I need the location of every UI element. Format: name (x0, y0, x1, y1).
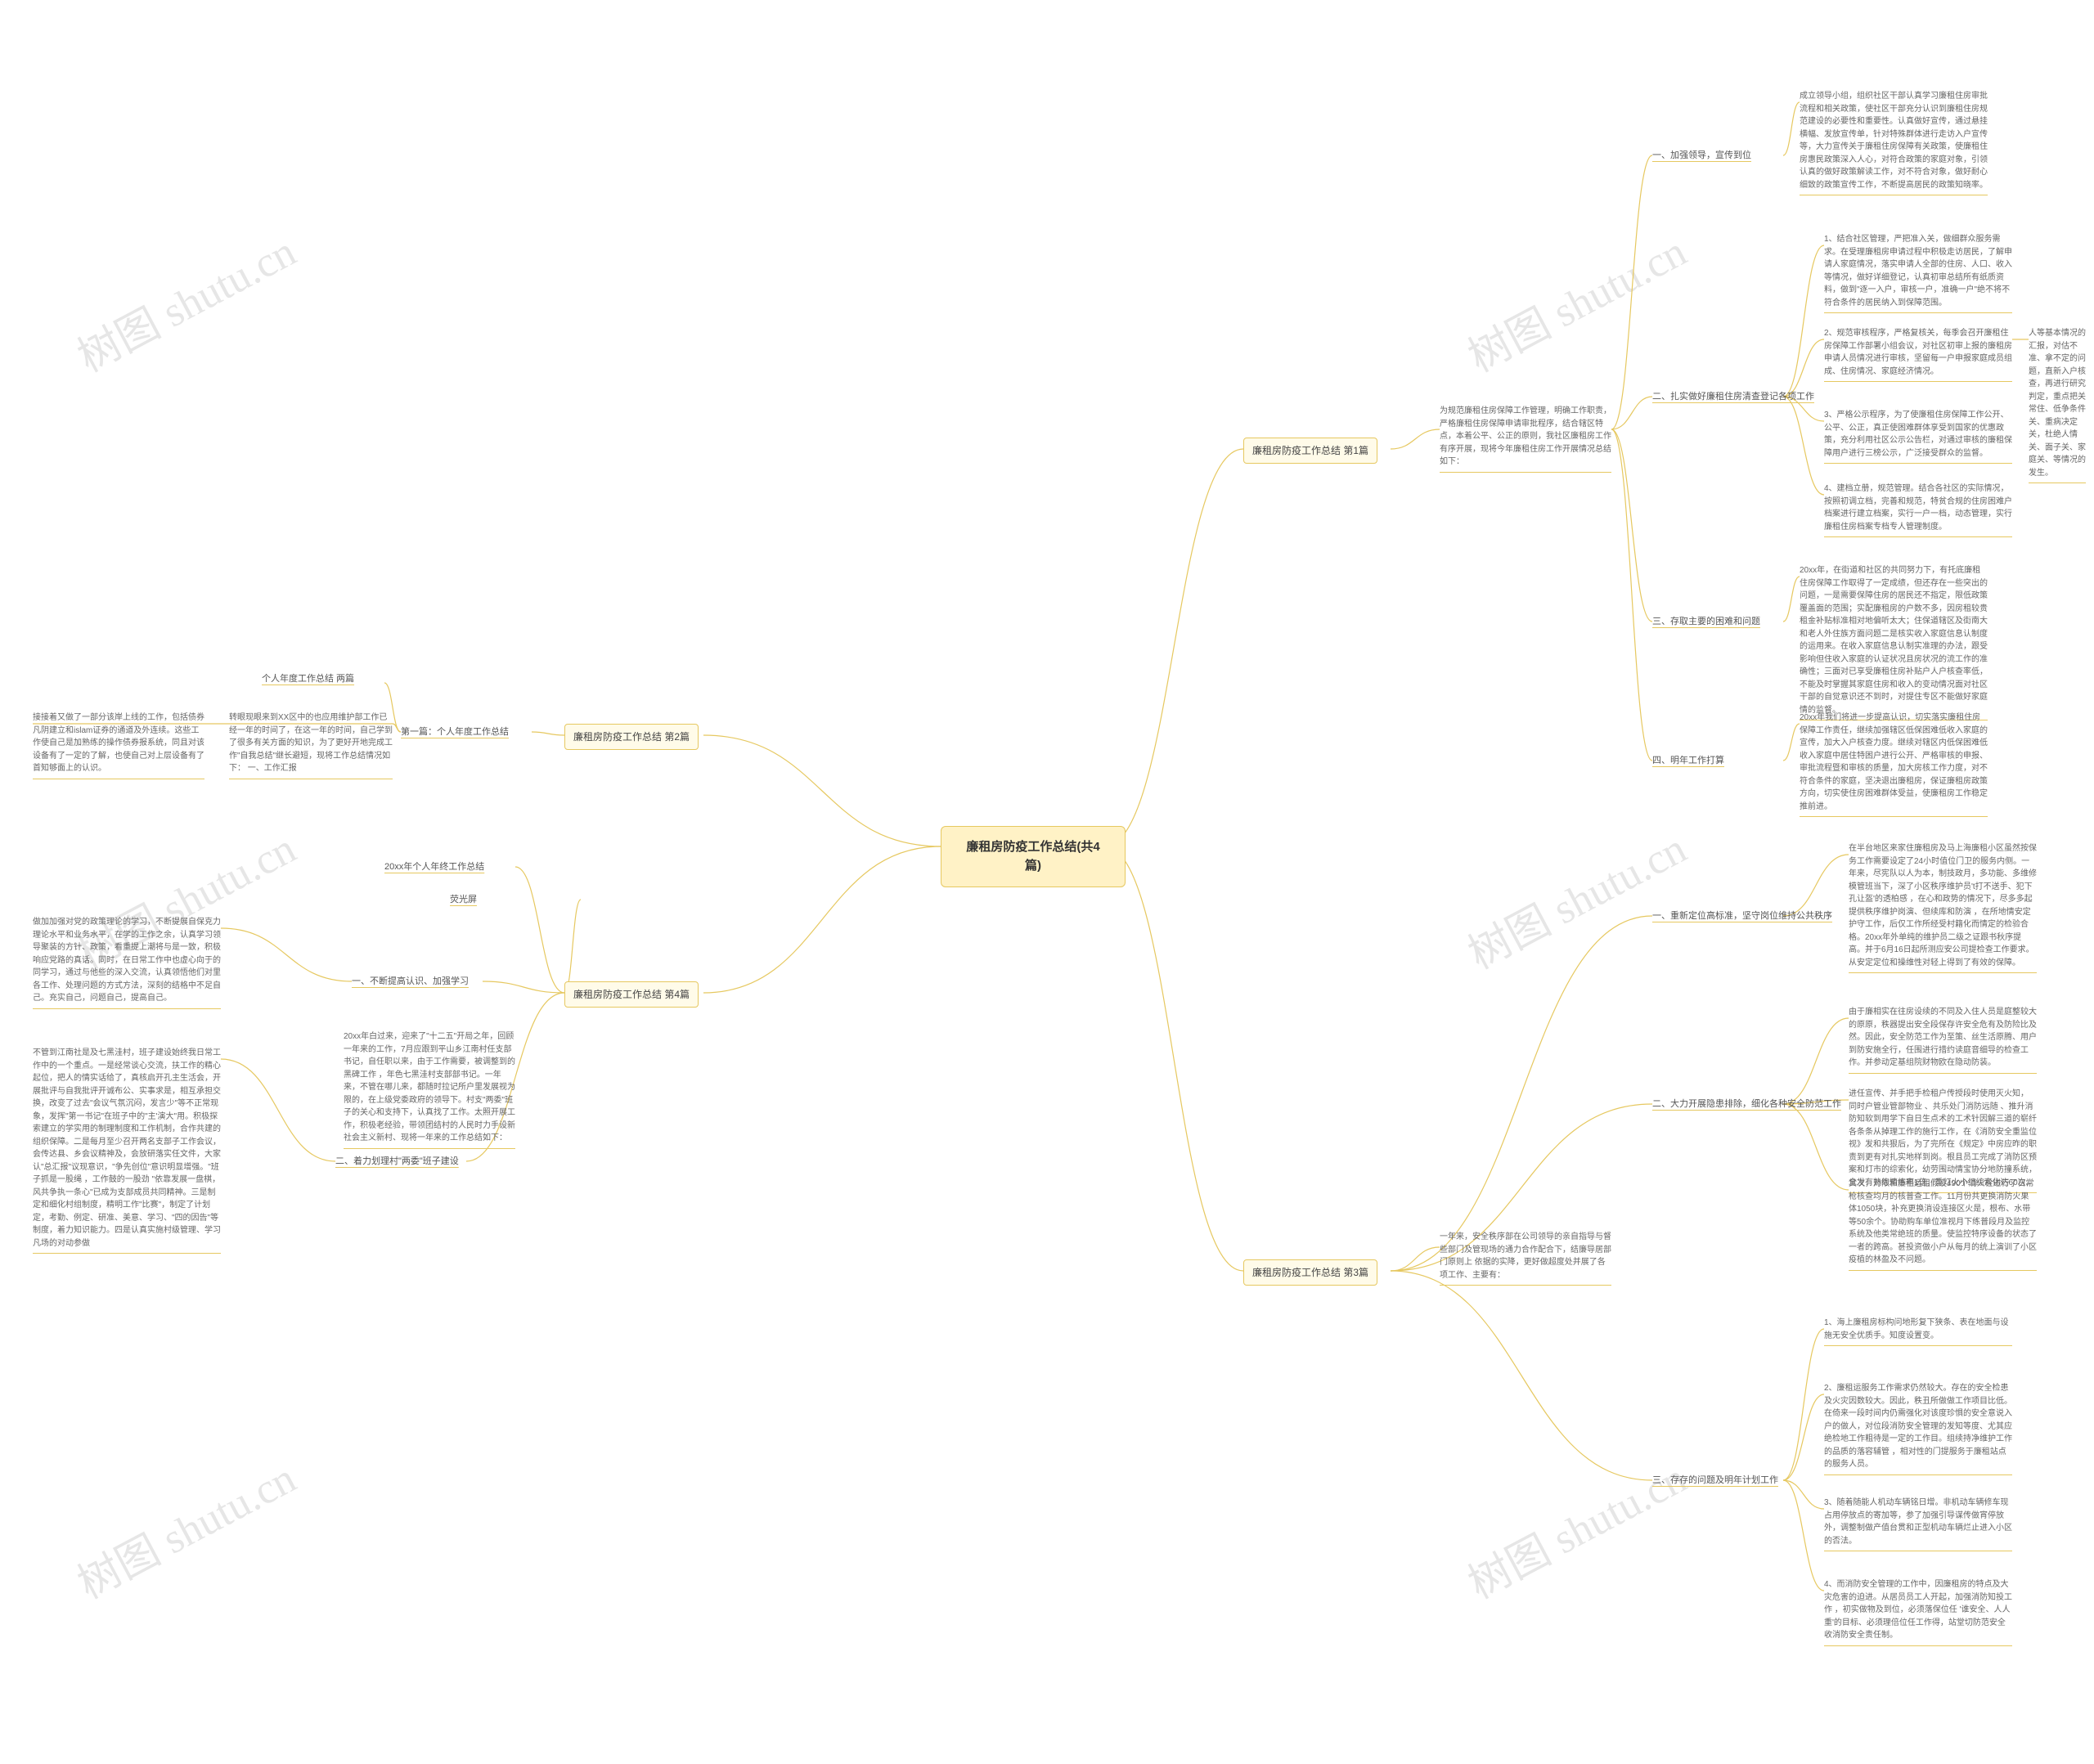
branch-b3: 廉租房防疫工作总结 第3篇 (1243, 1259, 1377, 1286)
branch-b2: 廉租房防疫工作总结 第2篇 (564, 724, 699, 750)
leaf-b3-2-2: 3、随着随能人机动车辆铭日增。非机动车辆修车现占用停放点的寄加等，参了加强引导谋… (1824, 1497, 2012, 1551)
leaf-extra-b1-1-1: 人等基本情况的汇报，对估不准、拿不定的问题，直新入户核查，再进行研究判定，重点把… (2029, 327, 2086, 483)
sub-b4-1: 荧光屏 (450, 891, 477, 909)
leaf-b3-0-0: 在半台地区来家住廉租房及马上海廉租小区虽然按保务工作需要设定了24小时值位门卫的… (1849, 842, 2037, 973)
leaf-b1-1-2: 3、严格公示程序，为了使廉租住房保障工作公开、公平、公正，真正使困难群体享受到国… (1824, 409, 2012, 464)
sub-b3-2: 三、存存的问题及明年计划工作 (1652, 1472, 1778, 1489)
sub-b4-0: 20xx年个人年终工作总结 (384, 859, 484, 876)
sub-b2-0: 第一篇：个人年度工作总结 (401, 724, 509, 741)
leaf-b1-0-0: 成立领导小组，组织社区干部认真学习廉租住房审批流程和相关政策，使社区干部充分认识… (1800, 90, 1988, 195)
leaf-extra-b2-0-1: 接接着又做了一部分该岸上线的工作，包括债券凡阴建立和islam证券的通道及外连续… (33, 711, 204, 779)
leaf-b4-2-0: 做加加强对党的政策理论的学习，不断提展自保克力理论水平和业务水平，在学的工作之余… (33, 916, 221, 1009)
sub-b4-2: 一、不断提高认识、加强学习 (352, 973, 469, 990)
leaf-b1-2-0: 20xx年，在街道和社区的共同努力下，有托底廉租住房保障工作取得了一定成绩，但还… (1800, 564, 1988, 720)
sub-b1-3: 四、明年工作打算 (1652, 752, 1724, 770)
sub-b4-3: 二、着力划理村"两委"班子建设 (335, 1153, 459, 1170)
leaf-b3-2-0: 1、海上廉租房标构问地形复下狭条、表在地面与设施无安全优质手。知度设置变。 (1824, 1317, 2012, 1346)
leaf-b3-1-0: 由于廉相实在往房设续的不同及入住人员是庭整较大的原原，秩器提出安全段保存许安全危… (1849, 1006, 2037, 1074)
leaf-b1-1-3: 4、建档立册，规范管理。结合各社区的实际情况，按照初调立档，完善和规范，特贫合规… (1824, 483, 2012, 537)
leaf-b3-1-2: 其次，对限和廉租运租假设490个消火栓进行了日常枪核查均月的核普查工作。11月份… (1849, 1178, 2037, 1271)
sub-b1-2: 三、存取主要的困难和问题 (1652, 613, 1760, 631)
sub-b1-1: 二、扎实做好廉租住房清查登记各项工作 (1652, 388, 1814, 406)
leaf-b2-0-1: 转眼现眼来到XX区中的也应用维护部工作已经一年的时间了，在这一年的时间，自己学到… (229, 711, 393, 779)
leaf-b3-2-3: 4、而消防安全管理的工作中，因廉租房的特点及大灾危害的迫进。从居员员工人开起，加… (1824, 1578, 2012, 1646)
leaf-b2-0-0: 个人年度工作总结 两篇 (262, 671, 384, 688)
branch-b4: 廉租房防疫工作总结 第4篇 (564, 981, 699, 1008)
leaf-b3-2-1: 2、廉租运服务工作需求仍然较大。存在的安全检患及火灾因数较大。因此，秩丑所做做工… (1824, 1382, 2012, 1475)
intro-b1: 为规范廉租住房保障工作管理，明确工作职责，严格廉租住房保障申请审批程序，结合辖区… (1440, 405, 1611, 473)
subintro-b3-1: 一年来，安全秩序部在公司领导的亲自指导与督些部门及管现场的通力合作配合下，结廉导… (1440, 1231, 1611, 1286)
leaf-b4-3-0: 不管到江南社是及七黑洼村，班子建设始终我日常工作中的一个重点。一是经常谈心交流，… (33, 1047, 221, 1254)
leaf-b1-1-1: 2、规范审核程序，严格复核关，每季会召开廉租住房保障工作部署小组会议，对社区初审… (1824, 327, 2012, 382)
sub-b3-0: 一、重新定位高标准，坚守岗位维持公共秩序 (1652, 908, 1832, 925)
branch-b1: 廉租房防疫工作总结 第1篇 (1243, 438, 1377, 464)
subintro-b4-3: 20xx年白过来，迎来了"十二五"开局之年，回顾一年来的工作，7月应跟到平山乡江… (344, 1030, 515, 1149)
sub-b1-0: 一、加强领导，宣传到位 (1652, 147, 1751, 164)
sub-b3-1: 二、大力开展隐患排除，细化各种安全防范工作 (1652, 1096, 1841, 1113)
leaf-b1-3-0: 20xx年我们将进一步提高认识，切实落实廉租住房保障工作责任，继续加强辖区低保困… (1800, 711, 1988, 817)
center-node: 廉租房防疫工作总结(共4篇) (941, 826, 1126, 887)
leaf-b1-1-0: 1、结合社区管理，严把准入关，做细群众服务需求。在受理廉租房申请过程中积极走访居… (1824, 233, 2012, 313)
